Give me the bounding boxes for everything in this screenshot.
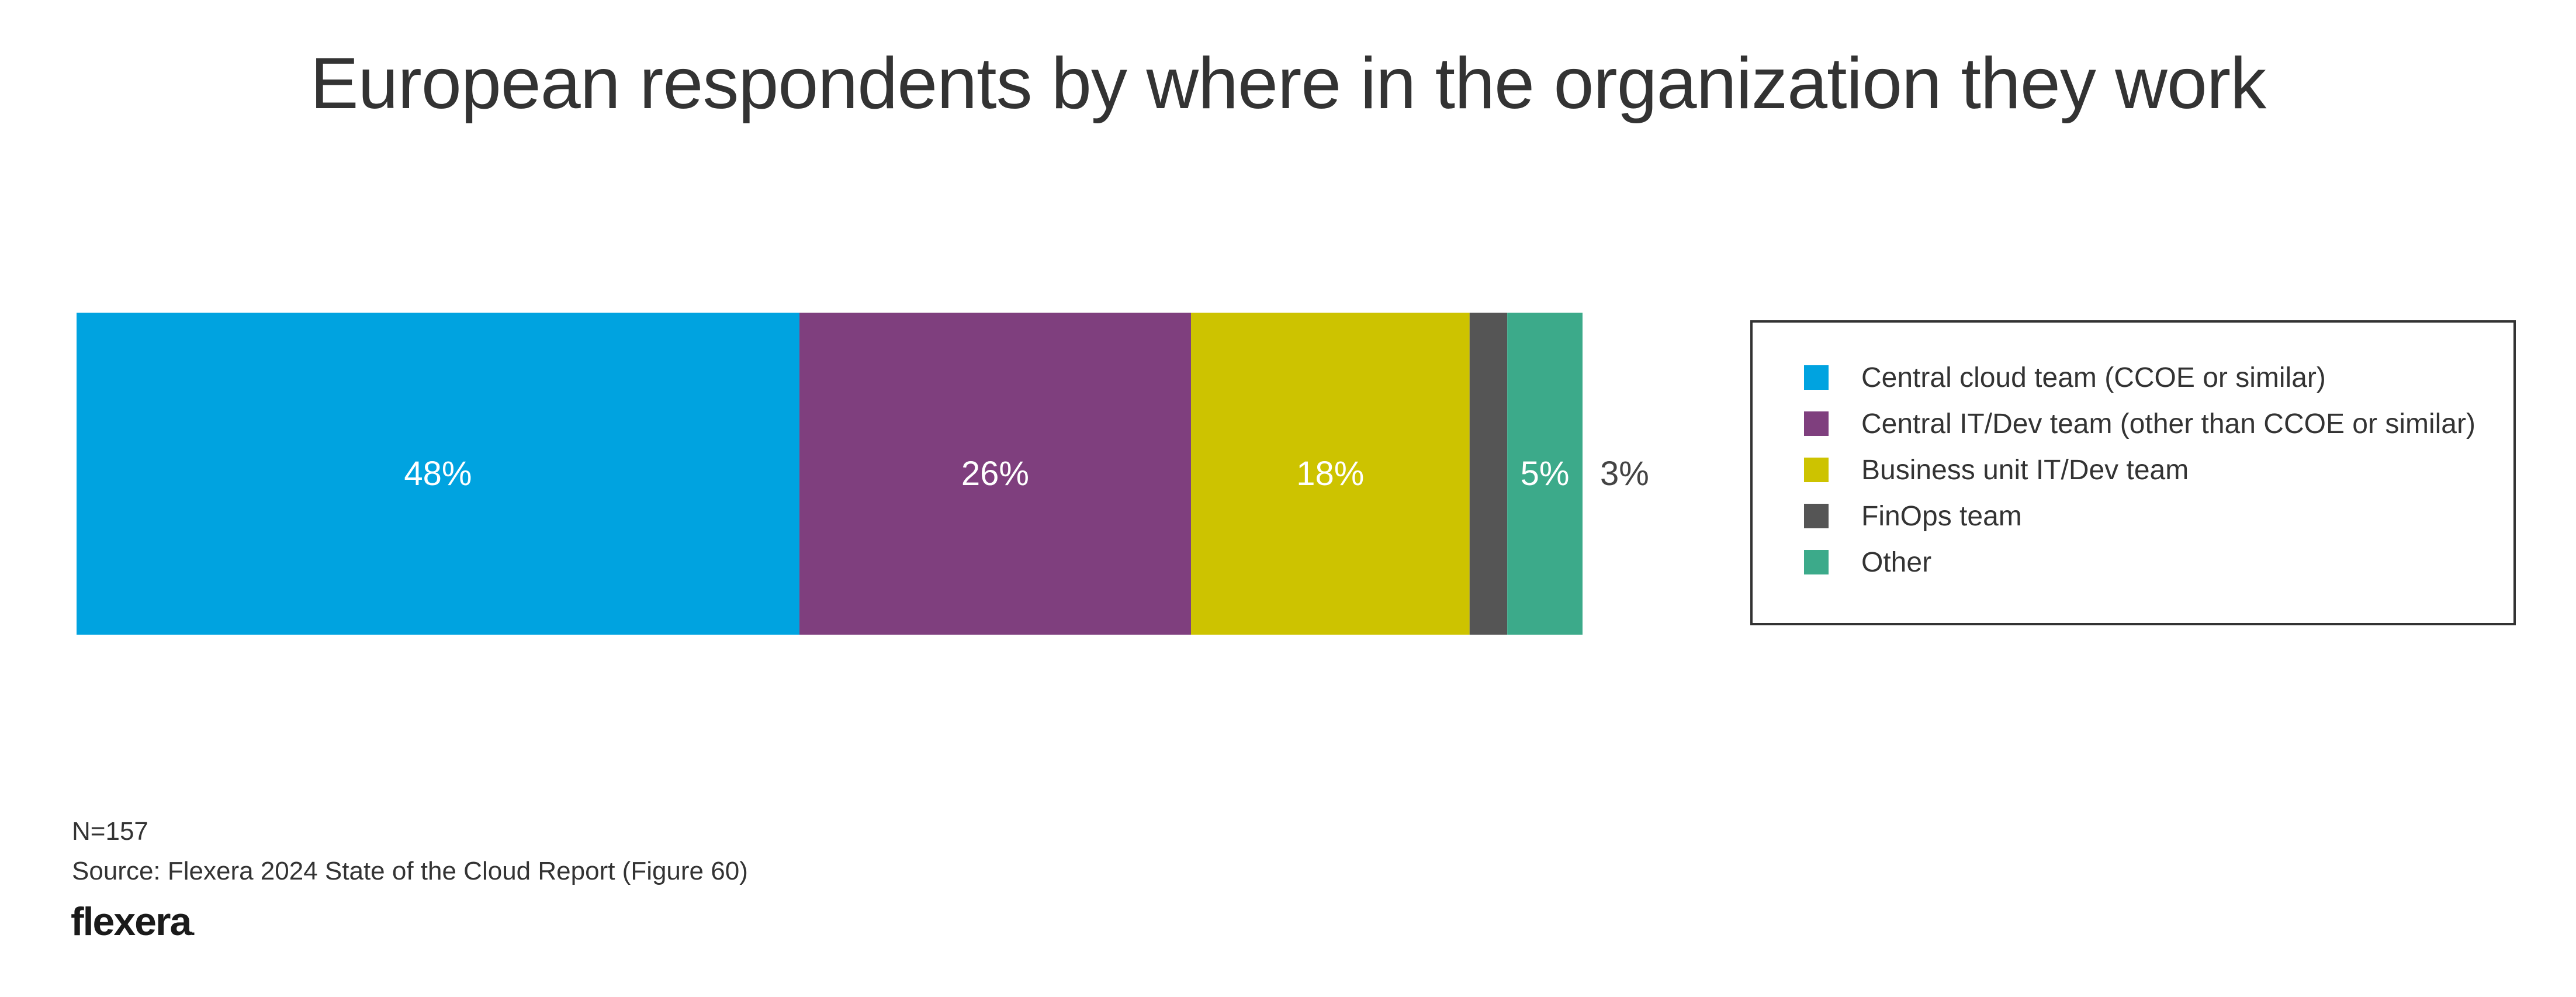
legend-label-1: Central cloud team (CCOE or similar) [1861, 362, 2326, 393]
legend-swatch-4 [1804, 504, 1829, 528]
bar-label-1: 48% [404, 455, 472, 493]
legend-swatch-1 [1804, 365, 1829, 390]
bar-segment-4 [1469, 313, 1508, 635]
bar-label-3: 18% [1296, 455, 1364, 493]
logo-dot: . [191, 920, 195, 939]
legend-swatch-2 [1804, 411, 1829, 436]
logo-text: flexera [71, 899, 192, 944]
sample-size-note: N=157 [72, 817, 148, 846]
bar-segment-1 [77, 313, 799, 635]
bar-label-2: 26% [961, 455, 1029, 493]
bar-segment-3 [1190, 313, 1470, 635]
legend-label-4: FinOps team [1861, 500, 2022, 532]
bar-segment-2 [799, 313, 1191, 635]
source-note: Source: Flexera 2024 State of the Cloud … [72, 857, 748, 885]
legend-item-5: Other [1804, 543, 1931, 581]
legend-item-3: Business unit IT/Dev team [1804, 451, 2189, 489]
flexera-logo: flexera. [71, 899, 196, 944]
bar-label-5: 5% [1521, 455, 1570, 493]
bar-segment-5 [1507, 313, 1583, 635]
bar-label-4: 3% [1600, 455, 1649, 493]
legend-label-5: Other [1861, 546, 1932, 578]
legend-label-3: Business unit IT/Dev team [1861, 454, 2189, 486]
chart-title: European respondents by where in the org… [310, 43, 2266, 124]
legend-swatch-3 [1804, 458, 1829, 482]
legend-item-2: Central IT/Dev team (other than CCOE or … [1804, 405, 2475, 442]
legend-swatch-5 [1804, 550, 1829, 574]
legend-item-1: Central cloud team (CCOE or similar) [1804, 359, 2326, 396]
legend-item-4: FinOps team [1804, 497, 2022, 535]
legend-label-2: Central IT/Dev team (other than CCOE or … [1861, 408, 2475, 439]
legend: Central cloud team (CCOE or similar) Cent… [1750, 320, 2516, 625]
